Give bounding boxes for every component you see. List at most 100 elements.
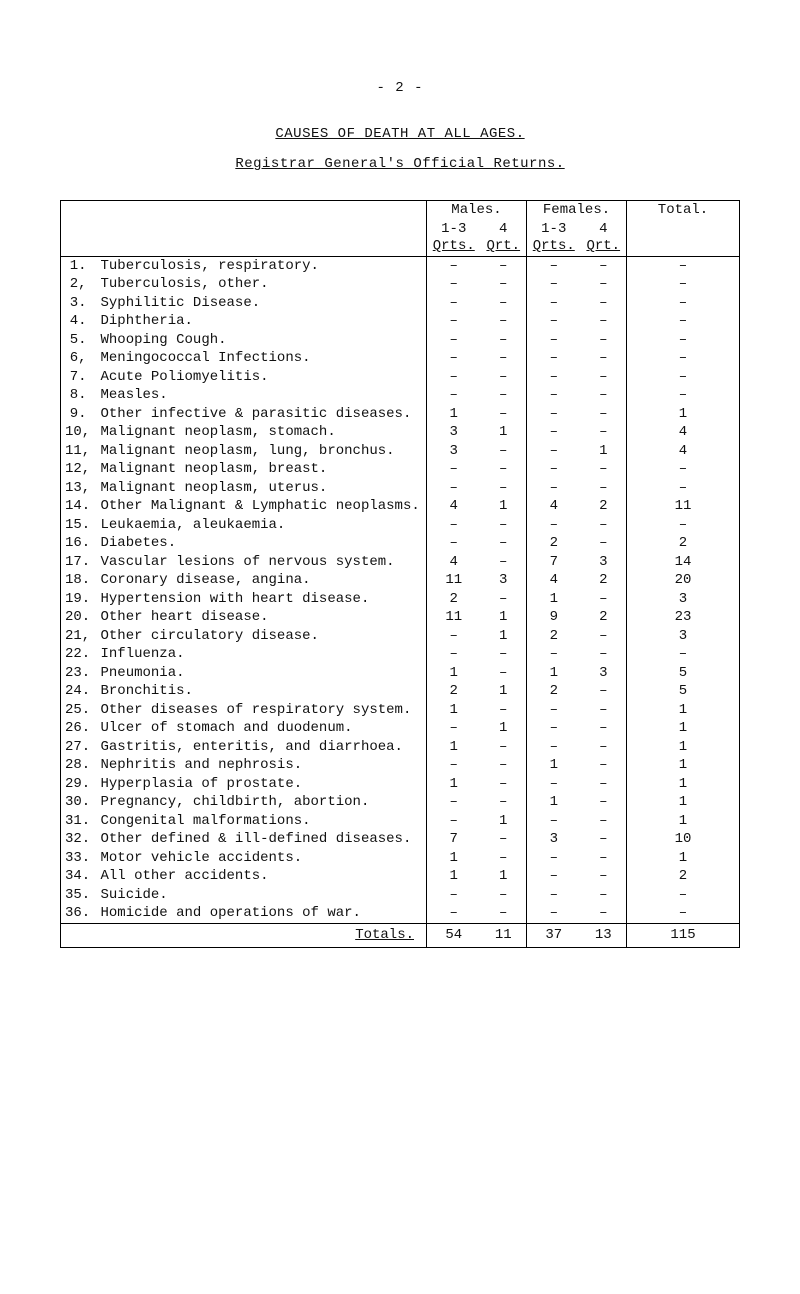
row-total: – bbox=[627, 368, 740, 387]
row-cause: Hypertension with heart disease. bbox=[97, 590, 427, 609]
row-cause: Meningococcal Infections. bbox=[97, 349, 427, 368]
row-f2: – bbox=[581, 405, 627, 424]
tf-blank bbox=[61, 923, 97, 948]
row-m2: – bbox=[481, 275, 527, 294]
row-f2: – bbox=[581, 886, 627, 905]
row-m2: 3 bbox=[481, 571, 527, 590]
row-cause: Whooping Cough. bbox=[97, 331, 427, 350]
row-cause: Measles. bbox=[97, 386, 427, 405]
row-total: – bbox=[627, 256, 740, 275]
row-total: – bbox=[627, 479, 740, 498]
row-cause: Hyperplasia of prostate. bbox=[97, 775, 427, 794]
row-cause: All other accidents. bbox=[97, 867, 427, 886]
row-m2: – bbox=[481, 294, 527, 313]
table-row: 2,Tuberculosis, other.––––– bbox=[61, 275, 740, 294]
row-m2: 1 bbox=[481, 423, 527, 442]
row-m1: 4 bbox=[427, 497, 481, 516]
row-number: 23. bbox=[61, 664, 97, 683]
row-f2: – bbox=[581, 701, 627, 720]
row-m1: – bbox=[427, 756, 481, 775]
totals-f1: 37 bbox=[527, 923, 581, 948]
row-f2: 2 bbox=[581, 497, 627, 516]
table-row: 17.Vascular lesions of nervous system.4–… bbox=[61, 553, 740, 572]
row-f1: – bbox=[527, 312, 581, 331]
row-m1: – bbox=[427, 904, 481, 923]
row-f1: – bbox=[527, 479, 581, 498]
table-row: 28.Nephritis and nephrosis.––1–1 bbox=[61, 756, 740, 775]
table-row: 16.Diabetes.––2–2 bbox=[61, 534, 740, 553]
row-f1: – bbox=[527, 867, 581, 886]
row-f1: – bbox=[527, 719, 581, 738]
row-m1: 1 bbox=[427, 405, 481, 424]
row-total: 5 bbox=[627, 664, 740, 683]
row-number: 30. bbox=[61, 793, 97, 812]
row-f2: – bbox=[581, 275, 627, 294]
row-total: 1 bbox=[627, 405, 740, 424]
row-cause: Other diseases of respiratory system. bbox=[97, 701, 427, 720]
row-m1: – bbox=[427, 719, 481, 738]
row-number: 31. bbox=[61, 812, 97, 831]
row-m1: 2 bbox=[427, 590, 481, 609]
row-f2: 3 bbox=[581, 553, 627, 572]
row-f1: – bbox=[527, 405, 581, 424]
row-m1: 2 bbox=[427, 682, 481, 701]
row-m1: 1 bbox=[427, 849, 481, 868]
th-total: Total. bbox=[627, 201, 740, 257]
row-total: 11 bbox=[627, 497, 740, 516]
row-m2: – bbox=[481, 645, 527, 664]
table-row: 33.Motor vehicle accidents.1–––1 bbox=[61, 849, 740, 868]
row-f2: – bbox=[581, 460, 627, 479]
row-f2: 3 bbox=[581, 664, 627, 683]
row-total: 5 bbox=[627, 682, 740, 701]
row-m1: – bbox=[427, 627, 481, 646]
table-row: 13,Malignant neoplasm, uterus.––––– bbox=[61, 479, 740, 498]
row-m2: – bbox=[481, 405, 527, 424]
row-m2: – bbox=[481, 553, 527, 572]
row-m1: – bbox=[427, 312, 481, 331]
totals-t: 115 bbox=[627, 923, 740, 948]
row-f1: 1 bbox=[527, 793, 581, 812]
row-cause: Ulcer of stomach and duodenum. bbox=[97, 719, 427, 738]
row-total: 4 bbox=[627, 423, 740, 442]
row-total: – bbox=[627, 516, 740, 535]
row-number: 8. bbox=[61, 386, 97, 405]
row-number: 33. bbox=[61, 849, 97, 868]
row-m2: – bbox=[481, 312, 527, 331]
row-total: 1 bbox=[627, 756, 740, 775]
row-total: 10 bbox=[627, 830, 740, 849]
row-cause: Tuberculosis, respiratory. bbox=[97, 256, 427, 275]
row-f2: – bbox=[581, 479, 627, 498]
row-cause: Diphtheria. bbox=[97, 312, 427, 331]
page: - 2 - CAUSES OF DEATH AT ALL AGES. Regis… bbox=[0, 0, 800, 1008]
row-cause: Coronary disease, angina. bbox=[97, 571, 427, 590]
row-f1: 4 bbox=[527, 571, 581, 590]
row-m2: 1 bbox=[481, 627, 527, 646]
row-f2: 1 bbox=[581, 442, 627, 461]
title-causes: CAUSES OF DEATH AT ALL AGES. bbox=[60, 126, 740, 142]
table-row: 8.Measles.––––– bbox=[61, 386, 740, 405]
row-f1: 2 bbox=[527, 627, 581, 646]
row-number: 26. bbox=[61, 719, 97, 738]
row-f2: – bbox=[581, 645, 627, 664]
row-f1: 2 bbox=[527, 534, 581, 553]
row-total: 2 bbox=[627, 534, 740, 553]
table-row: 18.Coronary disease, angina.1134220 bbox=[61, 571, 740, 590]
th-blank-num bbox=[61, 201, 97, 220]
row-m1: – bbox=[427, 645, 481, 664]
row-f2: – bbox=[581, 830, 627, 849]
row-number: 5. bbox=[61, 331, 97, 350]
row-f2: – bbox=[581, 793, 627, 812]
table-row: 32.Other defined & ill-defined diseases.… bbox=[61, 830, 740, 849]
row-number: 29. bbox=[61, 775, 97, 794]
row-total: – bbox=[627, 312, 740, 331]
th-f13: 1-3Qrts. bbox=[527, 220, 581, 257]
row-total: 1 bbox=[627, 701, 740, 720]
row-m1: 11 bbox=[427, 571, 481, 590]
table-row: 35.Suicide.––––– bbox=[61, 886, 740, 905]
table-row: 7.Acute Poliomyelitis.––––– bbox=[61, 368, 740, 387]
row-m1: 1 bbox=[427, 867, 481, 886]
table-row: 31.Congenital malformations.–1––1 bbox=[61, 812, 740, 831]
row-total: 1 bbox=[627, 719, 740, 738]
row-total: – bbox=[627, 645, 740, 664]
table-row: 11,Malignant neoplasm, lung, bronchus.3–… bbox=[61, 442, 740, 461]
